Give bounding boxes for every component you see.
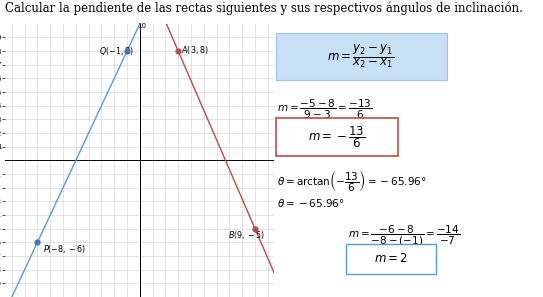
Text: $m = \dfrac{-5-8}{9-3} = \dfrac{-13}{6}$: $m = \dfrac{-5-8}{9-3} = \dfrac{-13}{6}$ (277, 98, 372, 121)
Text: $Q(-1,8)$: $Q(-1,8)$ (99, 45, 134, 57)
Text: $m = 2$: $m = 2$ (374, 252, 408, 265)
FancyBboxPatch shape (275, 33, 446, 80)
Text: $m = \dfrac{-6-8}{-8-(-1)} = \dfrac{-14}{-7}$: $m = \dfrac{-6-8}{-8-(-1)} = \dfrac{-14}… (348, 223, 460, 248)
Text: $P(-8,-6)$: $P(-8,-6)$ (42, 243, 86, 255)
Text: $m = \dfrac{y_2 - y_1}{x_2 - x_1}$: $m = \dfrac{y_2 - y_1}{x_2 - x_1}$ (327, 43, 395, 70)
Text: $B(9,-5)$: $B(9,-5)$ (228, 229, 265, 241)
FancyBboxPatch shape (275, 118, 397, 156)
Text: $m = -\dfrac{13}{6}$: $m = -\dfrac{13}{6}$ (308, 124, 365, 150)
Text: $\theta = -65.96°$: $\theta = -65.96°$ (277, 197, 345, 209)
Text: $\theta = \arctan\!\left(-\dfrac{13}{6}\right) = -65.96°$: $\theta = \arctan\!\left(-\dfrac{13}{6}\… (277, 168, 427, 194)
Text: $A(3,8)$: $A(3,8)$ (181, 44, 209, 56)
Text: 10: 10 (137, 23, 146, 29)
Text: Calcular la pendiente de las rectas siguientes y sus respectivos ángulos de incl: Calcular la pendiente de las rectas sigu… (5, 1, 523, 15)
FancyBboxPatch shape (346, 244, 435, 274)
